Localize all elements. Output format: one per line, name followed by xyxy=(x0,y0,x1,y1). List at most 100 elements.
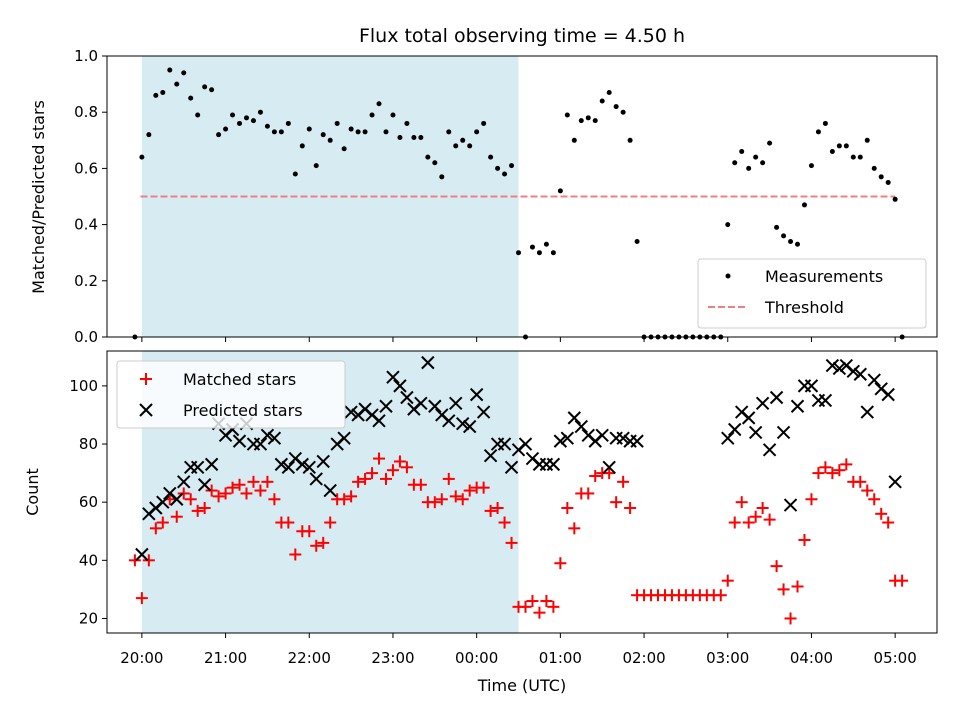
matched-point xyxy=(135,592,148,605)
predicted-point xyxy=(783,498,798,512)
legend-measurements-label: Measurements xyxy=(765,267,883,286)
measurement-point xyxy=(864,137,870,143)
measurement-point xyxy=(257,109,263,115)
measurement-point xyxy=(885,179,891,185)
measurement-point xyxy=(543,241,549,247)
top-x-ticks xyxy=(141,337,896,342)
measurement-point xyxy=(843,143,849,149)
measurement-point xyxy=(822,120,828,126)
predicted-point xyxy=(232,434,247,448)
measurement-point xyxy=(453,143,459,149)
matched-point xyxy=(610,496,623,509)
matched-point xyxy=(289,548,302,561)
matched-point xyxy=(526,595,539,608)
predicted-point xyxy=(190,460,205,474)
top-panel: 0.0 0.2 0.4 0.6 0.8 1.0 Matched/Predicted sta… xyxy=(29,47,938,346)
predicted-point xyxy=(323,483,337,498)
matched-point xyxy=(840,458,853,471)
top-panel-marks xyxy=(132,67,905,340)
matched-point xyxy=(345,490,358,503)
measurement-point xyxy=(739,149,745,155)
measurement-point xyxy=(139,154,145,160)
measurement-point xyxy=(209,87,215,93)
matched-point xyxy=(366,467,379,480)
bottom-legend-box xyxy=(116,360,346,429)
measurement-point xyxy=(313,163,319,169)
matched-point xyxy=(777,583,790,596)
matched-point xyxy=(254,484,267,497)
measurement-point xyxy=(439,174,445,180)
matched-point xyxy=(756,501,769,514)
measurement-point xyxy=(181,70,187,76)
predicted-point xyxy=(253,437,268,451)
measurement-point xyxy=(509,163,515,169)
measurement-point xyxy=(829,149,835,155)
predicted-point xyxy=(846,364,861,379)
predicted-point xyxy=(553,434,568,448)
predicted-point xyxy=(546,457,561,472)
predicted-point xyxy=(818,393,833,408)
x-tick-label: 23:00 xyxy=(371,649,414,667)
predicted-point xyxy=(567,411,582,425)
matched-point xyxy=(212,490,225,503)
measurement-point xyxy=(243,115,249,121)
x-tick-label: 21:00 xyxy=(204,649,247,667)
predicted-point xyxy=(309,472,323,486)
x-tick-label: 03:00 xyxy=(706,649,749,667)
top-y-tick-label: 0.2 xyxy=(74,272,98,290)
matched-point xyxy=(484,504,497,517)
measurement-point xyxy=(292,171,298,177)
predicted-point xyxy=(853,367,867,381)
measurement-point xyxy=(460,137,466,143)
matched-point xyxy=(826,467,839,480)
measurement-point xyxy=(788,238,794,244)
predicted-point xyxy=(316,454,330,469)
measurement-point xyxy=(871,165,877,171)
measurement-point xyxy=(481,120,487,126)
predicted-point xyxy=(497,437,512,451)
bottom-y-tick-label: 60 xyxy=(79,493,98,511)
bottom-y-ticks: 20 40 60 80 100 xyxy=(69,377,107,627)
matched-point xyxy=(233,478,246,491)
top-y-axis-label: Matched/Predicted stars xyxy=(29,100,48,294)
legend-predicted-marker xyxy=(139,403,153,417)
matched-point xyxy=(554,557,567,570)
measurement-point xyxy=(299,143,305,149)
measurement-point xyxy=(502,171,508,177)
measurement-point xyxy=(348,126,354,132)
matched-point xyxy=(875,507,888,520)
predicted-point xyxy=(456,416,470,431)
measurement-point xyxy=(383,129,389,135)
predicted-point xyxy=(476,405,491,419)
measurement-point xyxy=(529,244,535,250)
matched-point xyxy=(812,467,825,480)
predicted-point xyxy=(281,460,296,474)
matched-point xyxy=(428,496,441,509)
matched-point xyxy=(819,461,832,474)
predicted-point xyxy=(741,411,756,425)
measurement-point xyxy=(564,112,570,118)
measurement-point xyxy=(271,129,277,135)
measurement-point xyxy=(341,146,347,152)
matched-point xyxy=(589,470,602,483)
predicted-point xyxy=(762,443,777,457)
matched-point xyxy=(519,600,532,613)
measurement-point xyxy=(285,120,291,126)
matched-point xyxy=(449,490,462,503)
measurement-point xyxy=(411,134,417,140)
matched-point xyxy=(791,580,804,593)
measurement-point xyxy=(202,84,208,90)
matched-point xyxy=(749,510,762,523)
bottom-y-tick-label: 80 xyxy=(79,435,98,453)
matched-point xyxy=(561,501,574,514)
predicted-point xyxy=(449,396,463,411)
matched-point xyxy=(735,496,748,509)
predicted-point xyxy=(170,492,184,506)
matched-point xyxy=(463,484,476,497)
matched-point xyxy=(268,493,281,506)
measurement-point xyxy=(264,123,270,129)
predicted-point xyxy=(442,414,456,428)
matched-point xyxy=(310,539,323,552)
predicted-point xyxy=(386,370,400,384)
measurement-point xyxy=(250,118,256,124)
